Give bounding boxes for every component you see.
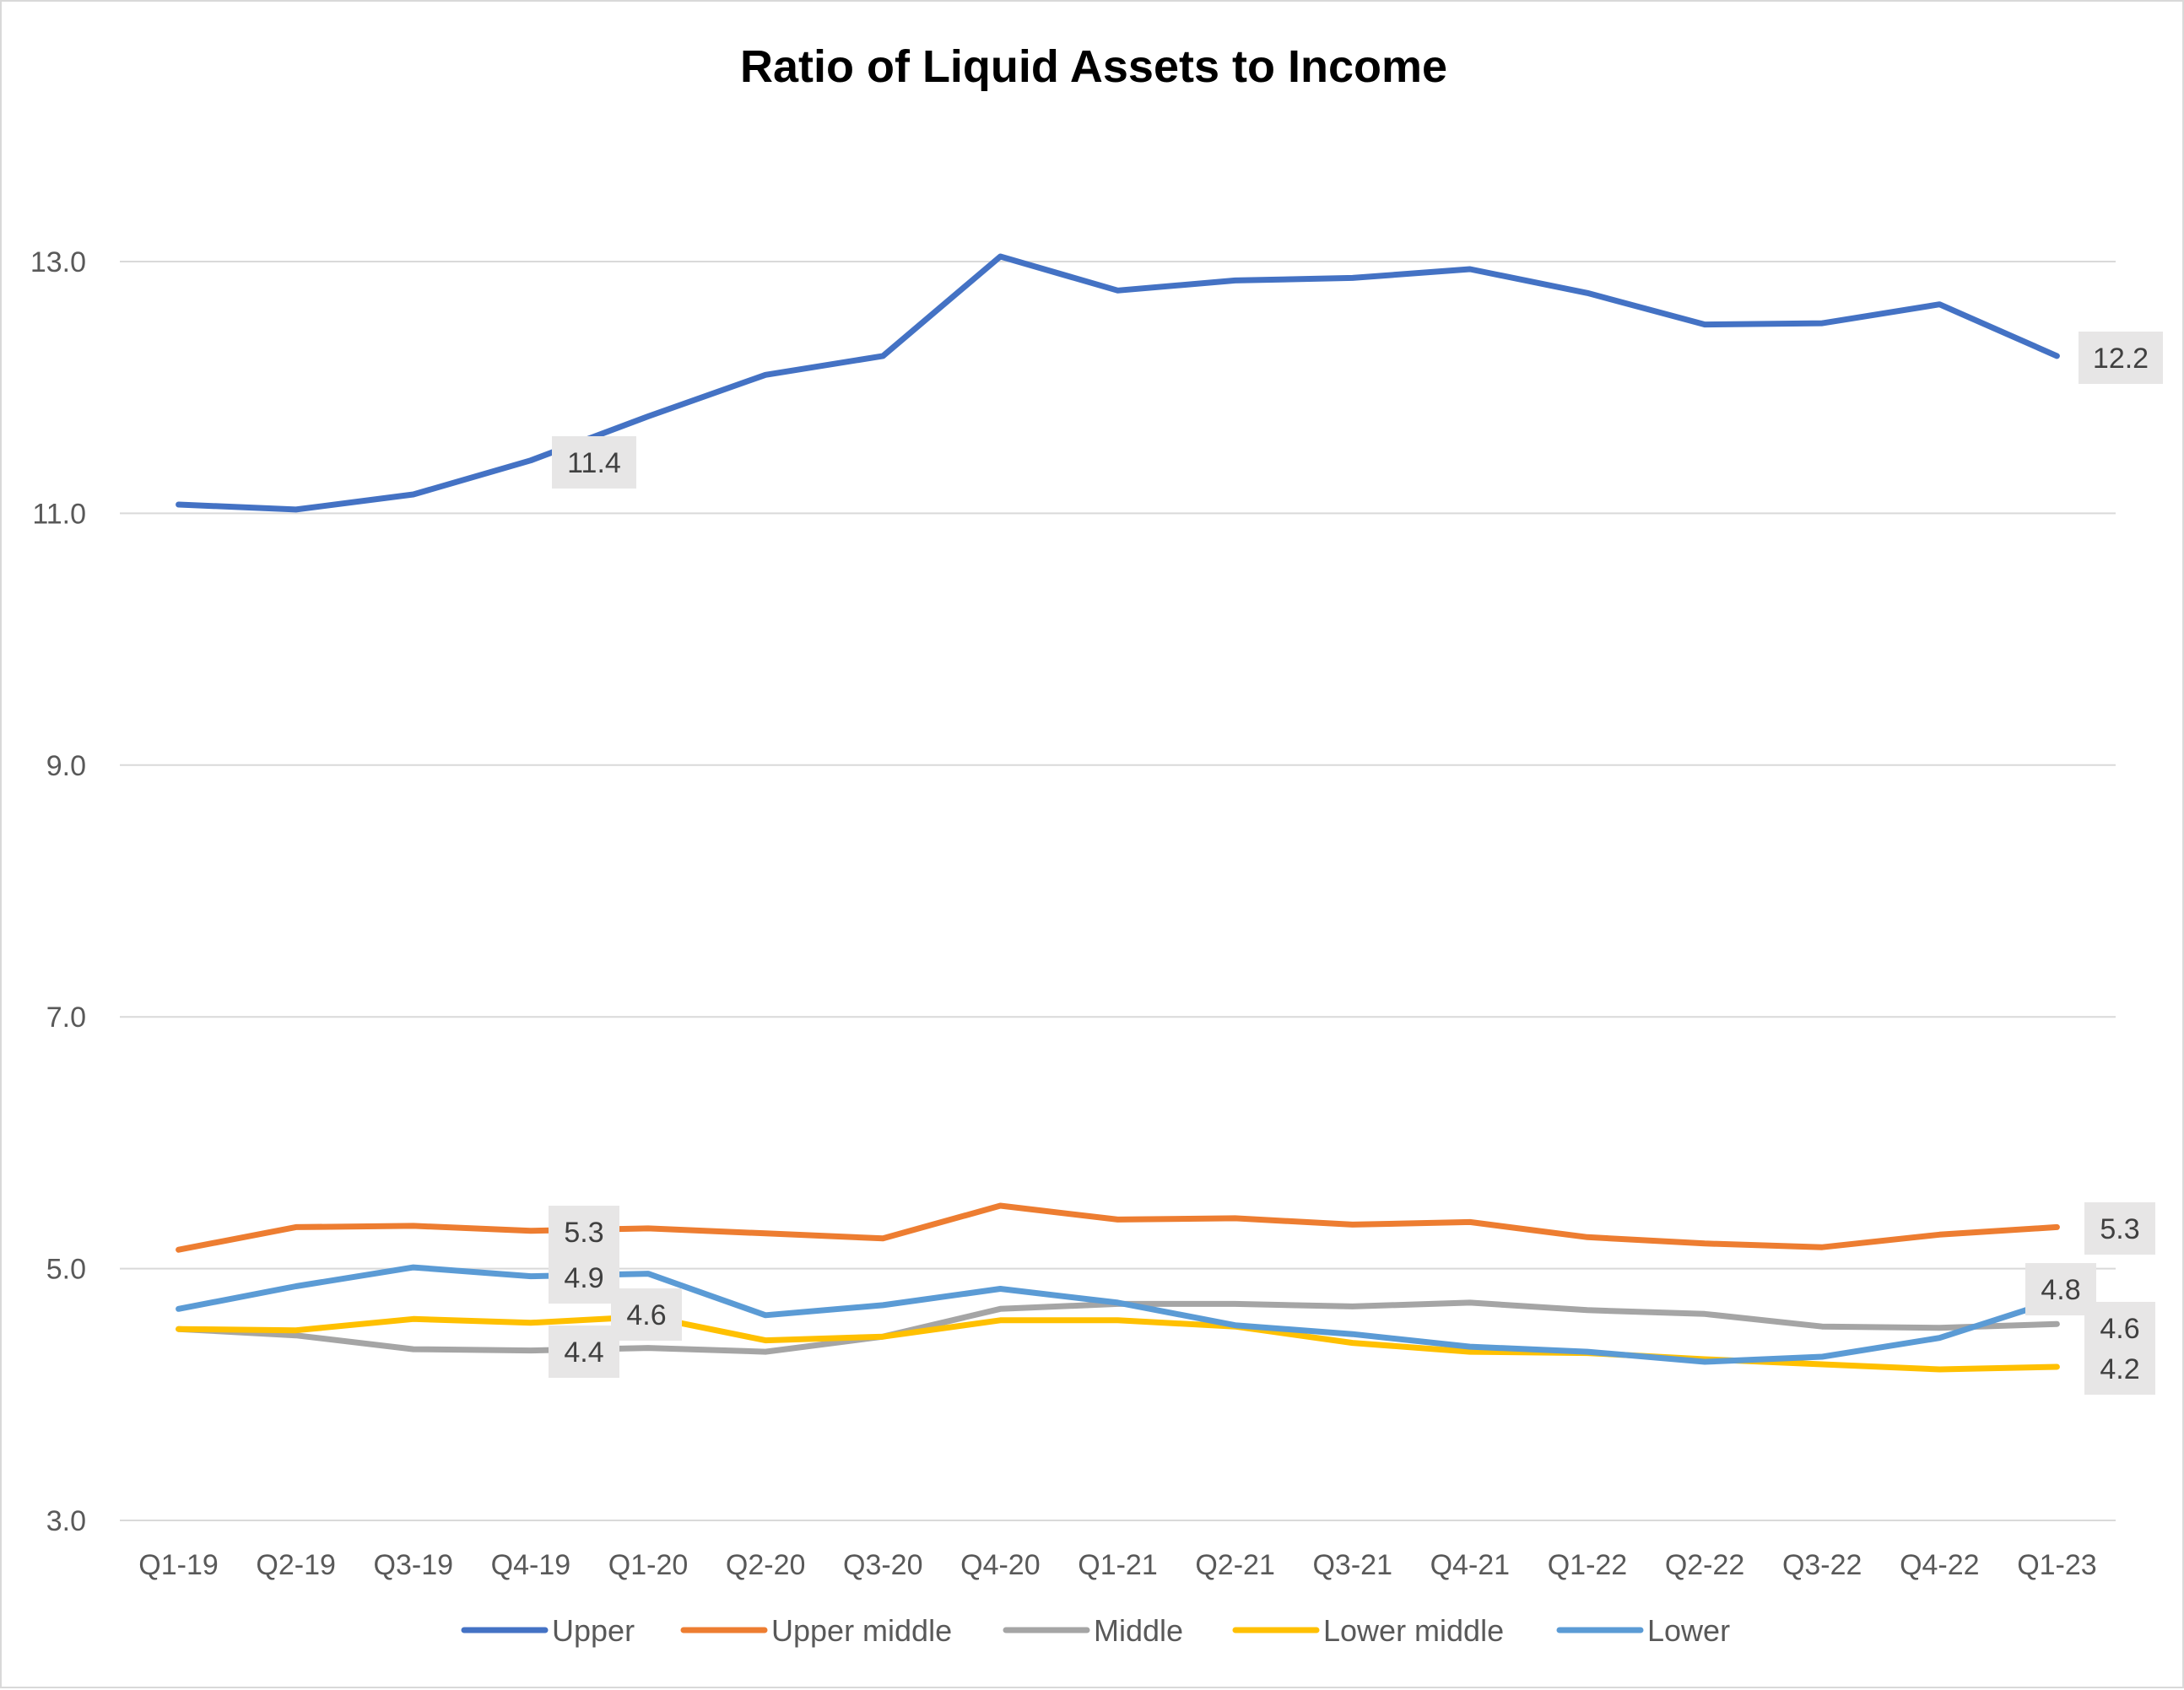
data-label-box	[552, 436, 636, 489]
legend-label: Lower middle	[1323, 1613, 1504, 1648]
x-tick-label: Q4-22	[1900, 1549, 1980, 1581]
y-tick-label: 5.0	[46, 1254, 86, 1286]
data-label: 12.2	[2093, 343, 2149, 375]
legend-label: Middle	[1094, 1613, 1183, 1648]
x-tick-label: Q1-23	[2017, 1549, 2097, 1581]
data-label-box	[549, 1251, 619, 1304]
data-label-box	[2025, 1263, 2096, 1315]
x-tick-label: Q1-19	[138, 1549, 219, 1581]
series-line-lower	[176, 1264, 2060, 1365]
data-label-box	[2079, 332, 2163, 384]
x-tick-label: Q2-22	[1665, 1549, 1745, 1581]
x-tick-label: Q4-21	[1430, 1549, 1511, 1581]
data-labels: 11.4 12.2 5.3 5.3 4.4 4.6 4.6 4.2 4.9 4.8	[549, 332, 2163, 1395]
x-tick-label: Q3-19	[374, 1549, 454, 1581]
x-axis-ticks: Q1-19 Q2-19 Q3-19 Q4-19 Q1-20 Q2-20 Q3-20 Q4-20…	[138, 1549, 2096, 1581]
data-label: 4.9	[564, 1262, 603, 1294]
y-tick-label: 3.0	[46, 1505, 86, 1537]
data-label: 4.2	[2100, 1353, 2139, 1385]
legend-label: Upper	[552, 1613, 635, 1648]
x-tick-label: Q1-21	[1078, 1549, 1158, 1581]
x-tick-label: Q4-20	[960, 1549, 1041, 1581]
x-tick-label: Q1-22	[1548, 1549, 1628, 1581]
x-tick-label: Q2-19	[256, 1549, 336, 1581]
y-axis-ticks: 3.0 5.0 7.0 9.0 11.0 13.0	[30, 246, 86, 1537]
data-label-box	[549, 1206, 619, 1258]
x-tick-label: Q2-20	[726, 1549, 806, 1581]
gridlines	[120, 261, 2116, 1521]
data-label: 4.8	[2041, 1274, 2080, 1306]
data-label-box	[611, 1288, 682, 1341]
legend-label: Lower	[1647, 1613, 1730, 1648]
legend-label: Upper middle	[771, 1613, 952, 1648]
data-label-box	[2084, 1202, 2155, 1255]
x-tick-label: Q3-21	[1312, 1549, 1392, 1581]
y-tick-label: 11.0	[32, 498, 86, 530]
data-label-box	[549, 1326, 619, 1378]
data-label-box	[2084, 1342, 2155, 1395]
y-tick-label: 9.0	[46, 750, 86, 782]
x-tick-label: Q2-21	[1195, 1549, 1275, 1581]
series-line-middle	[176, 1299, 2060, 1355]
data-label: 4.4	[564, 1336, 603, 1369]
data-label: 11.4	[567, 447, 621, 479]
y-tick-label: 7.0	[46, 1002, 86, 1034]
x-tick-label: Q1-20	[608, 1549, 689, 1581]
x-tick-label: Q3-20	[843, 1549, 923, 1581]
series-line-upper-middle	[176, 1202, 2060, 1253]
y-tick-label: 13.0	[30, 246, 86, 278]
chart-title: Ratio of Liquid Assets to Income	[740, 41, 1447, 92]
x-tick-label: Q4-19	[491, 1549, 571, 1581]
x-tick-label: Q3-22	[1782, 1549, 1862, 1581]
legend: Upper Upper middle Middle Lower middle Lower	[461, 1613, 1730, 1648]
data-label: 4.6	[626, 1299, 666, 1331]
data-label: 4.6	[2100, 1313, 2139, 1345]
data-label: 5.3	[2100, 1213, 2139, 1245]
series-line-upper	[176, 253, 2060, 513]
series-lines	[176, 253, 2060, 1373]
data-label: 5.3	[564, 1217, 603, 1249]
